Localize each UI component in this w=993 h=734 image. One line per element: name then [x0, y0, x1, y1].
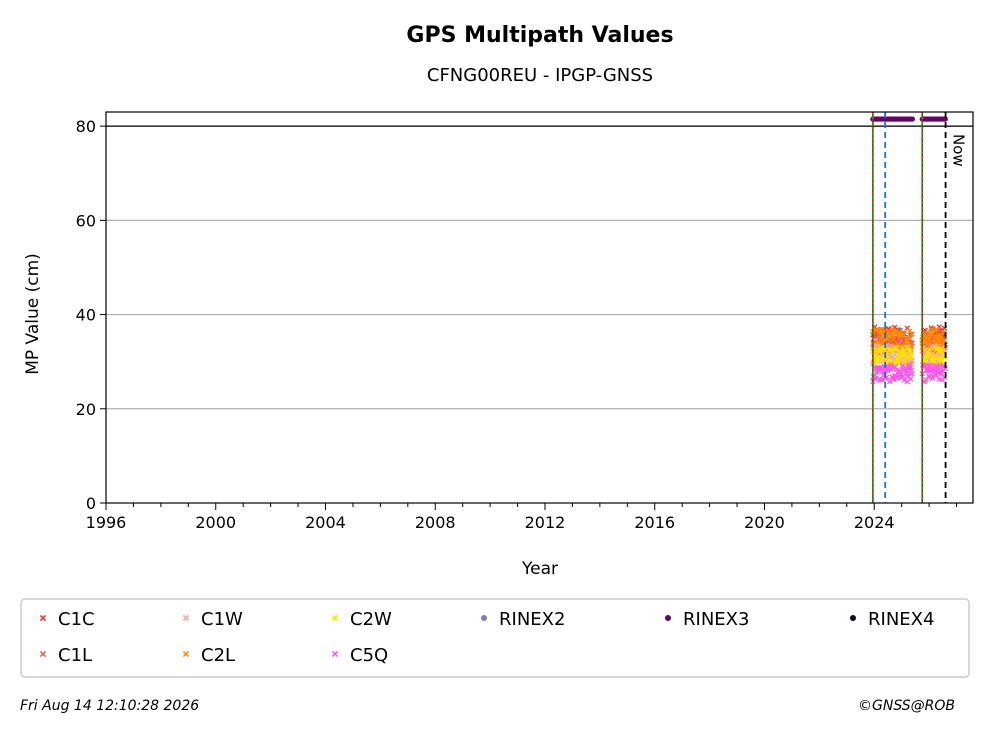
data-point — [942, 365, 948, 372]
data-point — [879, 376, 886, 383]
x-tick-label: 2024 — [854, 513, 895, 532]
y-axis-label: MP Value (cm) — [23, 253, 43, 375]
data-point — [927, 362, 933, 369]
event-lines: Now — [871, 112, 968, 503]
legend-label: C1L — [58, 645, 92, 666]
grid-lines — [106, 125, 973, 410]
data-point — [873, 326, 880, 333]
data-point — [909, 116, 915, 122]
legend-marker — [481, 615, 487, 621]
data-point — [938, 345, 945, 352]
data-point — [929, 357, 936, 364]
data-point — [902, 352, 909, 358]
data-point — [900, 331, 906, 338]
data-point — [933, 327, 940, 333]
data-point — [889, 332, 895, 339]
chart-title: GPS Multipath Values — [406, 23, 673, 48]
x-tick-label: 2016 — [634, 513, 675, 532]
y-axis-ticks: 0 20 40 60 80 — [76, 117, 106, 513]
legend-label: C1C — [58, 609, 95, 630]
legend: C1C C1W C2W RINEX2 RINEX3 RINEX4 C1L C2L C5Q — [39, 609, 934, 666]
legend-marker — [39, 614, 47, 622]
x-axis-label: Year — [521, 559, 558, 579]
x-tick-label: 2008 — [415, 513, 456, 532]
data-point — [926, 336, 932, 343]
legend-marker — [39, 650, 47, 658]
data-point — [927, 352, 934, 358]
legend-label: RINEX2 — [499, 609, 565, 630]
x-axis-ticks: 1996 2000 2004 2008 2012 2016 2020 2024 — [86, 503, 958, 532]
data-point — [904, 337, 911, 344]
data-point — [926, 347, 933, 353]
x-tick-label: 1996 — [86, 513, 127, 532]
legend-marker — [665, 615, 671, 621]
legend-marker — [331, 614, 339, 622]
data-point — [890, 337, 897, 343]
data-point — [890, 348, 897, 355]
data-point — [909, 331, 915, 337]
data-point — [909, 371, 915, 377]
chart-subtitle: CFNG00REU - IPGP-GNSS — [427, 65, 653, 86]
x-tick-label: 2012 — [525, 513, 566, 532]
x-tick-label: 2020 — [744, 513, 785, 532]
data-point — [928, 326, 935, 333]
footer-copyright: ©GNSS@ROB — [858, 698, 955, 714]
y-tick-label: 80 — [76, 117, 96, 136]
x-tick-label: 2004 — [305, 513, 346, 532]
y-tick-label: 0 — [86, 494, 96, 513]
data-point — [901, 349, 908, 355]
data-point — [936, 362, 943, 369]
legend-label: RINEX4 — [868, 609, 934, 630]
data-point — [938, 370, 945, 377]
data-point — [888, 366, 895, 372]
y-tick-label: 40 — [76, 306, 96, 325]
legend-label: C1W — [201, 609, 243, 630]
y-tick-label: 60 — [76, 211, 96, 230]
legend-label: RINEX3 — [683, 609, 749, 630]
legend-marker — [850, 615, 856, 621]
legend-marker — [331, 650, 339, 658]
legend-label: C5Q — [350, 645, 388, 666]
data-point — [908, 376, 914, 382]
legend-box — [20, 598, 970, 678]
data-point — [885, 354, 891, 361]
now-label: Now — [950, 134, 968, 167]
data-point — [893, 344, 899, 351]
data-point — [927, 339, 933, 345]
data-point — [892, 363, 898, 370]
data-points — [870, 116, 948, 385]
legend-label: C2L — [201, 645, 235, 666]
data-point — [936, 337, 943, 344]
legend-marker — [182, 650, 190, 658]
data-point — [921, 330, 928, 337]
y-tick-label: 20 — [76, 400, 96, 419]
x-tick-label: 2000 — [195, 513, 236, 532]
legend-label: C2W — [350, 609, 392, 630]
legend-marker — [182, 614, 190, 622]
data-point — [942, 116, 948, 122]
footer-timestamp: Fri Aug 14 12:10:28 2026 — [20, 698, 199, 714]
data-point — [905, 344, 911, 351]
plot-frame — [105, 111, 974, 504]
data-point — [908, 352, 915, 359]
